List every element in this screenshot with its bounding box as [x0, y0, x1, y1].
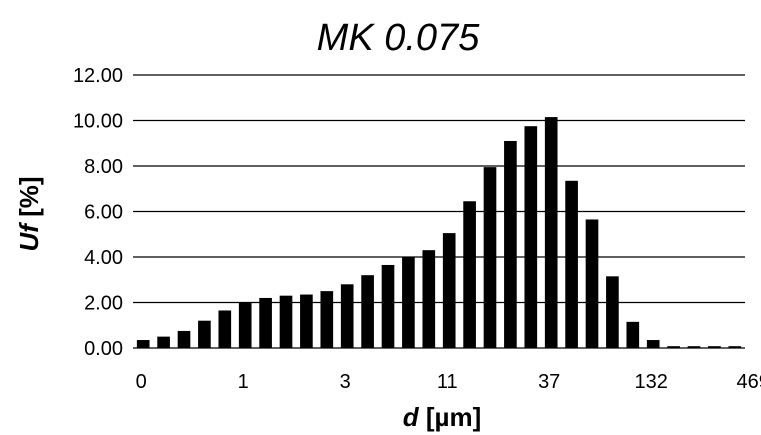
bar — [524, 126, 538, 348]
bar — [463, 201, 476, 348]
bar — [504, 140, 517, 348]
bar — [687, 346, 701, 348]
y-tick-label: 2.00 — [84, 293, 123, 315]
x-tick-label: 11 — [437, 371, 458, 393]
y-tick-label: 4.00 — [84, 247, 123, 269]
bar — [708, 346, 721, 348]
bar — [667, 346, 680, 348]
y-axis-ticks: 0.00 2.00 4.00 6.00 8.00 10.00 12.00 — [73, 65, 123, 360]
bar — [136, 340, 150, 348]
y-tick-label: 6.00 — [84, 202, 123, 224]
bar — [422, 250, 436, 348]
x-axis-ticks: 0 1 3 11 37 132 469 — [136, 371, 761, 393]
bar — [361, 275, 374, 348]
bar — [279, 295, 293, 348]
x-tick-label: 37 — [538, 371, 560, 393]
bar — [177, 330, 191, 348]
bar — [300, 294, 313, 348]
bar — [218, 310, 232, 348]
gridlines — [133, 74, 745, 349]
y-tick-label: 10.00 — [73, 111, 123, 133]
y-tick-label: 12.00 — [73, 65, 123, 87]
x-tick-label: 1 — [238, 371, 249, 393]
bar — [626, 321, 640, 348]
bar — [340, 284, 354, 348]
bar — [402, 257, 415, 348]
x-tick-label: 0 — [136, 371, 147, 393]
bar — [381, 264, 395, 348]
bar — [238, 302, 252, 348]
bar — [483, 167, 497, 348]
y-tick-label: 0.00 — [84, 338, 123, 360]
bar — [646, 340, 660, 348]
bar — [544, 117, 558, 349]
y-axis-title: Uf [%] — [14, 176, 44, 251]
bar — [728, 346, 742, 348]
chart-title: MK 0.075 — [317, 17, 481, 59]
bar — [606, 276, 619, 348]
bar — [442, 233, 456, 348]
x-tick-label: 132 — [635, 371, 668, 393]
x-axis-title: d [µm] — [403, 402, 482, 432]
bar — [565, 180, 578, 348]
x-tick-label: 3 — [340, 371, 351, 393]
bar — [198, 320, 211, 348]
bar — [157, 336, 170, 348]
bar — [259, 297, 272, 348]
bar — [585, 219, 599, 348]
x-tick-label: 469 — [737, 371, 761, 393]
bar — [320, 291, 334, 348]
y-tick-label: 8.00 — [84, 156, 123, 178]
bars — [136, 117, 742, 349]
